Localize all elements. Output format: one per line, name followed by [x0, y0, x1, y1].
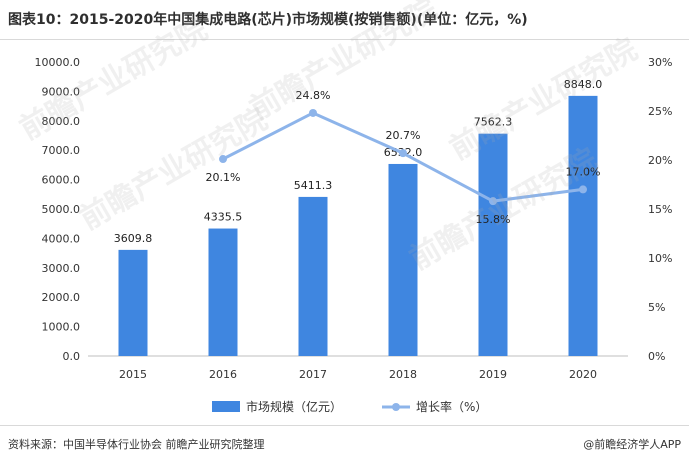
growth-data-label: 20.7%: [386, 129, 421, 142]
y-left-tick-label: 10000.0: [35, 56, 81, 69]
y-right-tick-label: 15%: [648, 203, 672, 216]
x-tick-label: 2016: [209, 368, 237, 381]
y-left-tick-label: 3000.0: [42, 262, 81, 275]
y-right-tick-label: 10%: [648, 252, 672, 265]
y-right-tick-label: 30%: [648, 56, 672, 69]
legend-line-marker: [392, 403, 400, 411]
y-right-tick-label: 5%: [648, 301, 665, 314]
y-left-tick-label: 5000.0: [42, 203, 81, 216]
bar: [388, 163, 418, 356]
y-right-tick-label: 25%: [648, 105, 672, 118]
growth-data-label: 24.8%: [296, 89, 331, 102]
source-note: 资料来源：中国半导体行业协会 前瞻产业研究院整理: [8, 438, 265, 451]
y-left-tick-label: 0.0: [63, 350, 81, 363]
growth-point: [489, 197, 497, 206]
bar: [208, 228, 238, 356]
y-left-tick-label: 6000.0: [42, 174, 81, 187]
growth-data-label: 20.1%: [206, 171, 241, 184]
y-left-tick-label: 1000.0: [42, 321, 81, 334]
x-tick-label: 2018: [389, 368, 417, 381]
bar: [568, 95, 598, 356]
bar: [478, 133, 508, 356]
x-tick-label: 2017: [299, 368, 327, 381]
x-tick-label: 2019: [479, 368, 507, 381]
growth-data-label: 17.0%: [566, 165, 601, 178]
bar-data-label: 4335.5: [204, 211, 243, 224]
bar-data-label: 7562.3: [474, 116, 513, 129]
y-right-tick-label: 20%: [648, 154, 672, 167]
footer-divider: [0, 425, 689, 426]
brand-credit: @前瞻经济学人APP: [583, 438, 681, 451]
y-left-tick-label: 2000.0: [42, 291, 81, 304]
bar-data-label: 8848.0: [564, 78, 603, 91]
growth-point: [399, 149, 407, 158]
legend-bar-label: 市场规模（亿元）: [246, 399, 342, 414]
growth-point: [309, 108, 317, 117]
y-right-tick-label: 0%: [648, 350, 665, 363]
x-tick-label: 2020: [569, 368, 597, 381]
bar: [118, 249, 148, 356]
x-tick-label: 2015: [119, 368, 147, 381]
legend-bar-swatch: [212, 401, 240, 412]
y-left-tick-label: 8000.0: [42, 115, 81, 128]
growth-point: [219, 155, 227, 164]
y-left-tick-label: 9000.0: [42, 85, 81, 98]
legend-line-label: 增长率（%）: [416, 399, 487, 414]
y-left-tick-label: 4000.0: [42, 232, 81, 245]
bar: [298, 196, 328, 356]
title-bar: 图表10：2015-2020年中国集成电路(芯片)市场规模(按销售额)(单位：亿…: [0, 0, 689, 40]
y-left-tick-label: 7000.0: [42, 144, 81, 157]
bar-data-label: 3609.8: [114, 232, 153, 245]
chart-title: 图表10：2015-2020年中国集成电路(芯片)市场规模(按销售额)(单位：亿…: [8, 12, 528, 28]
combo-chart: 0.0 1000.0 2000.0 3000.0 4000.0 5000.0 6000.0 7…: [35, 56, 673, 414]
bar-data-label: 5411.3: [294, 179, 333, 192]
growth-data-label: 15.8%: [476, 213, 511, 226]
growth-point: [579, 185, 587, 194]
